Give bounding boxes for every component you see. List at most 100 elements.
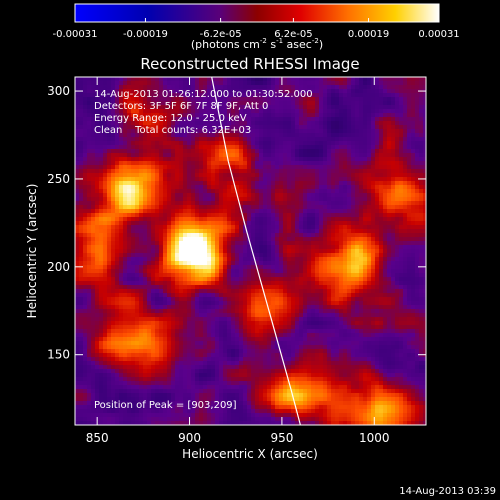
heatmap-cell [223, 181, 228, 186]
heatmap-cell [239, 137, 244, 142]
heatmap-cell [87, 289, 92, 294]
heatmap-cell [115, 281, 120, 286]
heatmap-cell [75, 333, 80, 338]
heatmap-cell [223, 213, 228, 218]
heatmap-cell [95, 337, 100, 342]
heatmap-cell [203, 273, 208, 278]
heatmap-cell [175, 313, 180, 318]
heatmap-cell [175, 365, 180, 370]
heatmap-cell [131, 197, 136, 202]
heatmap-cell [127, 237, 132, 242]
heatmap-cell [159, 201, 164, 206]
heatmap-cell [127, 385, 132, 390]
heatmap-cell [119, 257, 124, 262]
heatmap-cell [251, 333, 256, 338]
heatmap-cell [191, 325, 196, 330]
heatmap-cell [287, 273, 292, 278]
heatmap-cell [223, 297, 228, 302]
heatmap-cell [167, 189, 172, 194]
heatmap-cell [171, 89, 176, 94]
heatmap-cell [235, 253, 240, 258]
heatmap-cell [167, 373, 172, 378]
heatmap-cell [271, 221, 276, 226]
heatmap-cell [279, 409, 284, 414]
heatmap-cell [151, 349, 156, 354]
heatmap-cell [203, 325, 208, 330]
heatmap-cell [75, 325, 80, 330]
heatmap-cell [119, 185, 124, 190]
heatmap-cell [215, 397, 220, 402]
heatmap-cell [75, 237, 80, 242]
heatmap-cell [179, 117, 184, 122]
heatmap-cell [115, 193, 120, 198]
heatmap-cell [91, 409, 96, 414]
heatmap-cell [171, 121, 176, 126]
heatmap-cell [211, 105, 216, 110]
heatmap-cell [271, 133, 276, 138]
heatmap-cell [255, 133, 260, 138]
heatmap-cell [131, 281, 136, 286]
heatmap-cell [295, 333, 300, 338]
heatmap-cell [299, 221, 304, 226]
heatmap-cell [159, 81, 164, 86]
heatmap-cell [295, 197, 300, 202]
heatmap-cell [107, 417, 112, 422]
heatmap-cell [283, 77, 288, 82]
heatmap-cell [99, 417, 104, 422]
heatmap-cell [255, 201, 260, 206]
heatmap-cell [251, 281, 256, 286]
heatmap-cell [111, 325, 116, 330]
heatmap-cell [219, 217, 224, 222]
heatmap-cell [123, 297, 128, 302]
heatmap-cell [227, 133, 232, 138]
heatmap-cell [263, 141, 268, 146]
heatmap-cell [243, 369, 248, 374]
heatmap-cell [151, 265, 156, 270]
heatmap-cell [159, 361, 164, 366]
heatmap-cell [271, 369, 276, 374]
heatmap-cell [215, 109, 220, 114]
heatmap-cell [191, 213, 196, 218]
heatmap-cell [219, 205, 224, 210]
heatmap-cell [79, 245, 84, 250]
heatmap-cell [271, 161, 276, 166]
heatmap-cell [131, 209, 136, 214]
heatmap-cell [83, 385, 88, 390]
heatmap-cell [151, 397, 156, 402]
heatmap-cell [227, 173, 232, 178]
heatmap-cell [303, 89, 308, 94]
heatmap-cell [167, 401, 172, 406]
heatmap-cell [175, 149, 180, 154]
heatmap-cell [115, 209, 120, 214]
heatmap-cell [283, 393, 288, 398]
heatmap-cell [259, 261, 264, 266]
heatmap-cell [215, 369, 220, 374]
heatmap-cell [259, 225, 264, 230]
heatmap-cell [179, 113, 184, 118]
heatmap-cell [211, 261, 216, 266]
heatmap-cell [151, 357, 156, 362]
heatmap-cell [135, 125, 140, 130]
heatmap-cell [143, 409, 148, 414]
heatmap-cell [123, 121, 128, 126]
heatmap-cell [115, 321, 120, 326]
heatmap-cell [239, 293, 244, 298]
heatmap-cell [235, 249, 240, 254]
heatmap-cell [135, 193, 140, 198]
heatmap-cell [191, 329, 196, 334]
heatmap-cell [239, 369, 244, 374]
heatmap-cell [279, 97, 284, 102]
heatmap-cell [135, 289, 140, 294]
heatmap-cell [143, 317, 148, 322]
heatmap-cell [267, 293, 272, 298]
heatmap-cell [99, 409, 104, 414]
heatmap-cell [75, 329, 80, 334]
heatmap-cell [155, 237, 160, 242]
heatmap-cell [95, 89, 100, 94]
heatmap-cell [79, 185, 84, 190]
heatmap-cell [167, 269, 172, 274]
heatmap-cell [83, 333, 88, 338]
heatmap-cell [231, 77, 236, 82]
heatmap-cell [203, 417, 208, 422]
heatmap-cell [283, 177, 288, 182]
